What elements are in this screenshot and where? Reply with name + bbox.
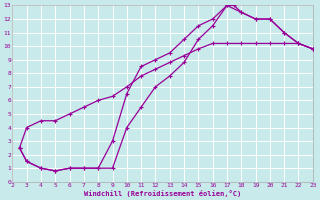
X-axis label: Windchill (Refroidissement éolien,°C): Windchill (Refroidissement éolien,°C) <box>84 190 241 197</box>
